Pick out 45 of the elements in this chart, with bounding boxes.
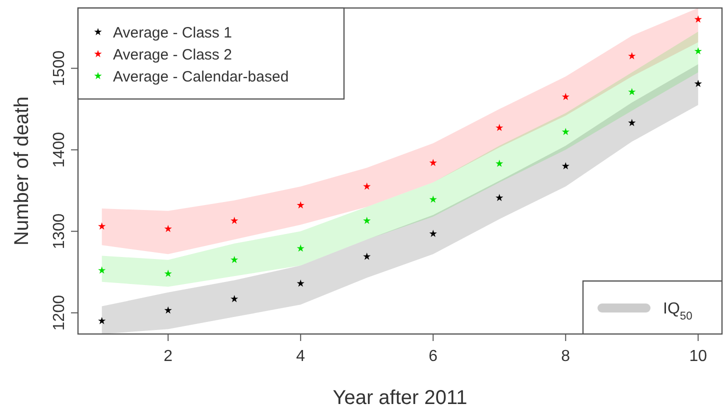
legend-label: Average - Class 2 xyxy=(113,46,232,64)
point xyxy=(628,88,636,96)
point xyxy=(363,182,371,190)
point xyxy=(496,124,504,132)
point xyxy=(164,224,172,232)
legend-label: Average - Class 1 xyxy=(113,24,232,42)
point xyxy=(296,244,304,252)
point xyxy=(230,256,238,264)
legend-label: Average - Calendar-based xyxy=(113,68,289,86)
point xyxy=(164,270,172,277)
point xyxy=(694,47,702,54)
point xyxy=(694,80,702,88)
point xyxy=(429,158,437,166)
annotation: IQ$_{50}$ xyxy=(663,300,692,323)
point xyxy=(496,194,504,202)
x-tick-label: 8 xyxy=(561,348,570,365)
point xyxy=(628,52,636,60)
y-axis-title: Number of death xyxy=(11,96,33,246)
point xyxy=(694,15,702,23)
point xyxy=(562,162,570,170)
point xyxy=(296,201,304,208)
x-tick-label: 4 xyxy=(296,348,306,365)
point xyxy=(296,279,304,287)
point xyxy=(230,294,238,302)
point xyxy=(429,230,437,237)
point xyxy=(562,128,570,136)
x-tick-label: 6 xyxy=(428,348,438,365)
point xyxy=(429,196,437,203)
x-tick-label: 2 xyxy=(164,348,173,365)
y-tick-label: 1300 xyxy=(51,213,68,250)
y-tick-label: 1400 xyxy=(51,132,68,168)
point xyxy=(363,216,371,224)
x-axis-title: Year after 2011 xyxy=(332,387,468,409)
point xyxy=(363,252,371,260)
point xyxy=(98,222,106,230)
point xyxy=(230,216,238,224)
point xyxy=(496,160,504,167)
x-tick-label: 10 xyxy=(689,348,708,365)
y-tick-label: 1200 xyxy=(51,294,68,331)
y-tick-label: 1500 xyxy=(51,50,68,86)
point xyxy=(98,316,106,324)
point xyxy=(164,306,172,314)
point xyxy=(562,92,570,100)
point xyxy=(628,118,636,126)
point xyxy=(98,266,106,274)
